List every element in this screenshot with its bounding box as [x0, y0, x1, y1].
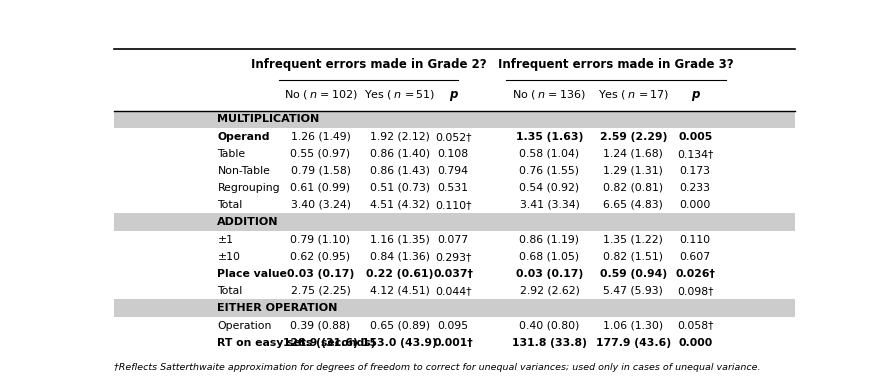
Bar [114, 214, 794, 231]
Text: Operand: Operand [217, 132, 269, 142]
Text: 0.098†: 0.098† [676, 286, 712, 296]
Text: RT on easy sets (seconds): RT on easy sets (seconds) [217, 338, 376, 348]
Text: 0.68 (1.05): 0.68 (1.05) [519, 252, 579, 262]
Text: 1.35 (1.22): 1.35 (1.22) [602, 235, 663, 245]
Text: 0.001†: 0.001† [433, 338, 472, 348]
Text: 5.47 (5.93): 5.47 (5.93) [602, 286, 663, 296]
Text: 0.86 (1.40): 0.86 (1.40) [369, 149, 429, 159]
Text: 4.12 (4.51): 4.12 (4.51) [369, 286, 429, 296]
Text: 0.108: 0.108 [437, 149, 468, 159]
Text: 6.65 (4.83): 6.65 (4.83) [602, 200, 663, 210]
Text: MULTIPLICATION: MULTIPLICATION [217, 114, 319, 125]
Text: Yes ( $\mathit{n}$ = 51): Yes ( $\mathit{n}$ = 51) [363, 88, 435, 101]
Text: 0.531: 0.531 [437, 183, 468, 193]
Text: 0.607: 0.607 [679, 252, 710, 262]
Text: 3.41 (3.34): 3.41 (3.34) [519, 200, 579, 210]
Text: 3.40 (3.24): 3.40 (3.24) [291, 200, 350, 210]
Text: ±1: ±1 [217, 235, 233, 245]
Text: p: p [448, 88, 457, 101]
Text: 0.03 (0.17): 0.03 (0.17) [286, 269, 354, 279]
Text: Total: Total [217, 286, 243, 296]
Bar [114, 299, 794, 317]
Text: Infrequent errors made in Grade 3?: Infrequent errors made in Grade 3? [498, 58, 733, 71]
Text: 1.92 (2.12): 1.92 (2.12) [369, 132, 429, 142]
Text: ADDITION: ADDITION [217, 217, 278, 227]
Text: 0.794: 0.794 [437, 166, 468, 176]
Text: 0.293†: 0.293† [434, 252, 470, 262]
Text: 0.39 (0.88): 0.39 (0.88) [290, 320, 350, 330]
Text: 0.110: 0.110 [679, 235, 710, 245]
Bar [114, 110, 794, 128]
Text: 0.000: 0.000 [677, 338, 711, 348]
Text: Place value: Place value [217, 269, 287, 279]
Text: 0.61 (0.99): 0.61 (0.99) [290, 183, 350, 193]
Text: 0.037†: 0.037† [432, 269, 472, 279]
Text: 1.06 (1.30): 1.06 (1.30) [602, 320, 663, 330]
Text: 0.173: 0.173 [679, 166, 710, 176]
Text: 0.134†: 0.134† [676, 149, 712, 159]
Text: 0.79 (1.58): 0.79 (1.58) [291, 166, 350, 176]
Text: 4.51 (4.32): 4.51 (4.32) [369, 200, 429, 210]
Text: 153.0 (43.9): 153.0 (43.9) [361, 338, 437, 348]
Text: 1.29 (1.31): 1.29 (1.31) [602, 166, 663, 176]
Text: 0.79 (1.10): 0.79 (1.10) [290, 235, 350, 245]
Text: 0.84 (1.36): 0.84 (1.36) [369, 252, 429, 262]
Text: 0.03 (0.17): 0.03 (0.17) [516, 269, 582, 279]
Text: Infrequent errors made in Grade 2?: Infrequent errors made in Grade 2? [251, 58, 486, 71]
Text: 177.9 (43.6): 177.9 (43.6) [595, 338, 670, 348]
Text: 1.35 (1.63): 1.35 (1.63) [515, 132, 582, 142]
Text: 128.9 (31.6): 128.9 (31.6) [283, 338, 358, 348]
Text: 0.82 (0.81): 0.82 (0.81) [602, 183, 663, 193]
Text: 0.077: 0.077 [437, 235, 468, 245]
Text: 0.58 (1.04): 0.58 (1.04) [519, 149, 579, 159]
Text: 0.54 (0.92): 0.54 (0.92) [519, 183, 579, 193]
Text: 0.86 (1.19): 0.86 (1.19) [519, 235, 579, 245]
Text: 0.62 (0.95): 0.62 (0.95) [290, 252, 350, 262]
Text: 0.005: 0.005 [677, 132, 711, 142]
Text: 0.59 (0.94): 0.59 (0.94) [599, 269, 666, 279]
Text: 0.095: 0.095 [437, 320, 468, 330]
Text: 1.16 (1.35): 1.16 (1.35) [369, 235, 429, 245]
Text: No ( $\mathit{n}$ = 136): No ( $\mathit{n}$ = 136) [512, 88, 586, 101]
Text: 0.51 (0.73): 0.51 (0.73) [369, 183, 429, 193]
Text: Total: Total [217, 200, 243, 210]
Text: 131.8 (33.8): 131.8 (33.8) [511, 338, 587, 348]
Text: 0.058†: 0.058† [676, 320, 712, 330]
Text: 0.40 (0.80): 0.40 (0.80) [518, 320, 579, 330]
Text: 0.22 (0.61): 0.22 (0.61) [366, 269, 432, 279]
Text: 0.044†: 0.044† [434, 286, 471, 296]
Text: 0.233: 0.233 [679, 183, 710, 193]
Text: No ( $\mathit{n}$ = 102): No ( $\mathit{n}$ = 102) [284, 88, 357, 101]
Text: Yes ( $\mathit{n}$ = 17): Yes ( $\mathit{n}$ = 17) [597, 88, 668, 101]
Text: 1.24 (1.68): 1.24 (1.68) [602, 149, 663, 159]
Text: 2.59 (2.29): 2.59 (2.29) [599, 132, 666, 142]
Text: 0.026†: 0.026† [674, 269, 714, 279]
Text: 0.052†: 0.052† [434, 132, 471, 142]
Text: †Reflects Satterthwaite approximation for degrees of freedom to correct for uneq: †Reflects Satterthwaite approximation fo… [114, 363, 760, 372]
Text: 0.86 (1.43): 0.86 (1.43) [369, 166, 429, 176]
Text: 2.92 (2.62): 2.92 (2.62) [519, 286, 579, 296]
Text: Non-Table: Non-Table [217, 166, 270, 176]
Text: 2.75 (2.25): 2.75 (2.25) [291, 286, 350, 296]
Text: EITHER OPERATION: EITHER OPERATION [217, 303, 338, 313]
Text: 1.26 (1.49): 1.26 (1.49) [291, 132, 350, 142]
Text: Regrouping: Regrouping [217, 183, 280, 193]
Text: 0.82 (1.51): 0.82 (1.51) [602, 252, 663, 262]
Text: 0.65 (0.89): 0.65 (0.89) [369, 320, 429, 330]
Text: 0.55 (0.97): 0.55 (0.97) [290, 149, 350, 159]
Text: 0.000: 0.000 [679, 200, 710, 210]
Text: Operation: Operation [217, 320, 271, 330]
Text: 0.76 (1.55): 0.76 (1.55) [519, 166, 579, 176]
Text: ±10: ±10 [217, 252, 240, 262]
Text: Table: Table [217, 149, 245, 159]
Text: 0.110†: 0.110† [434, 200, 471, 210]
Text: p: p [690, 88, 698, 101]
